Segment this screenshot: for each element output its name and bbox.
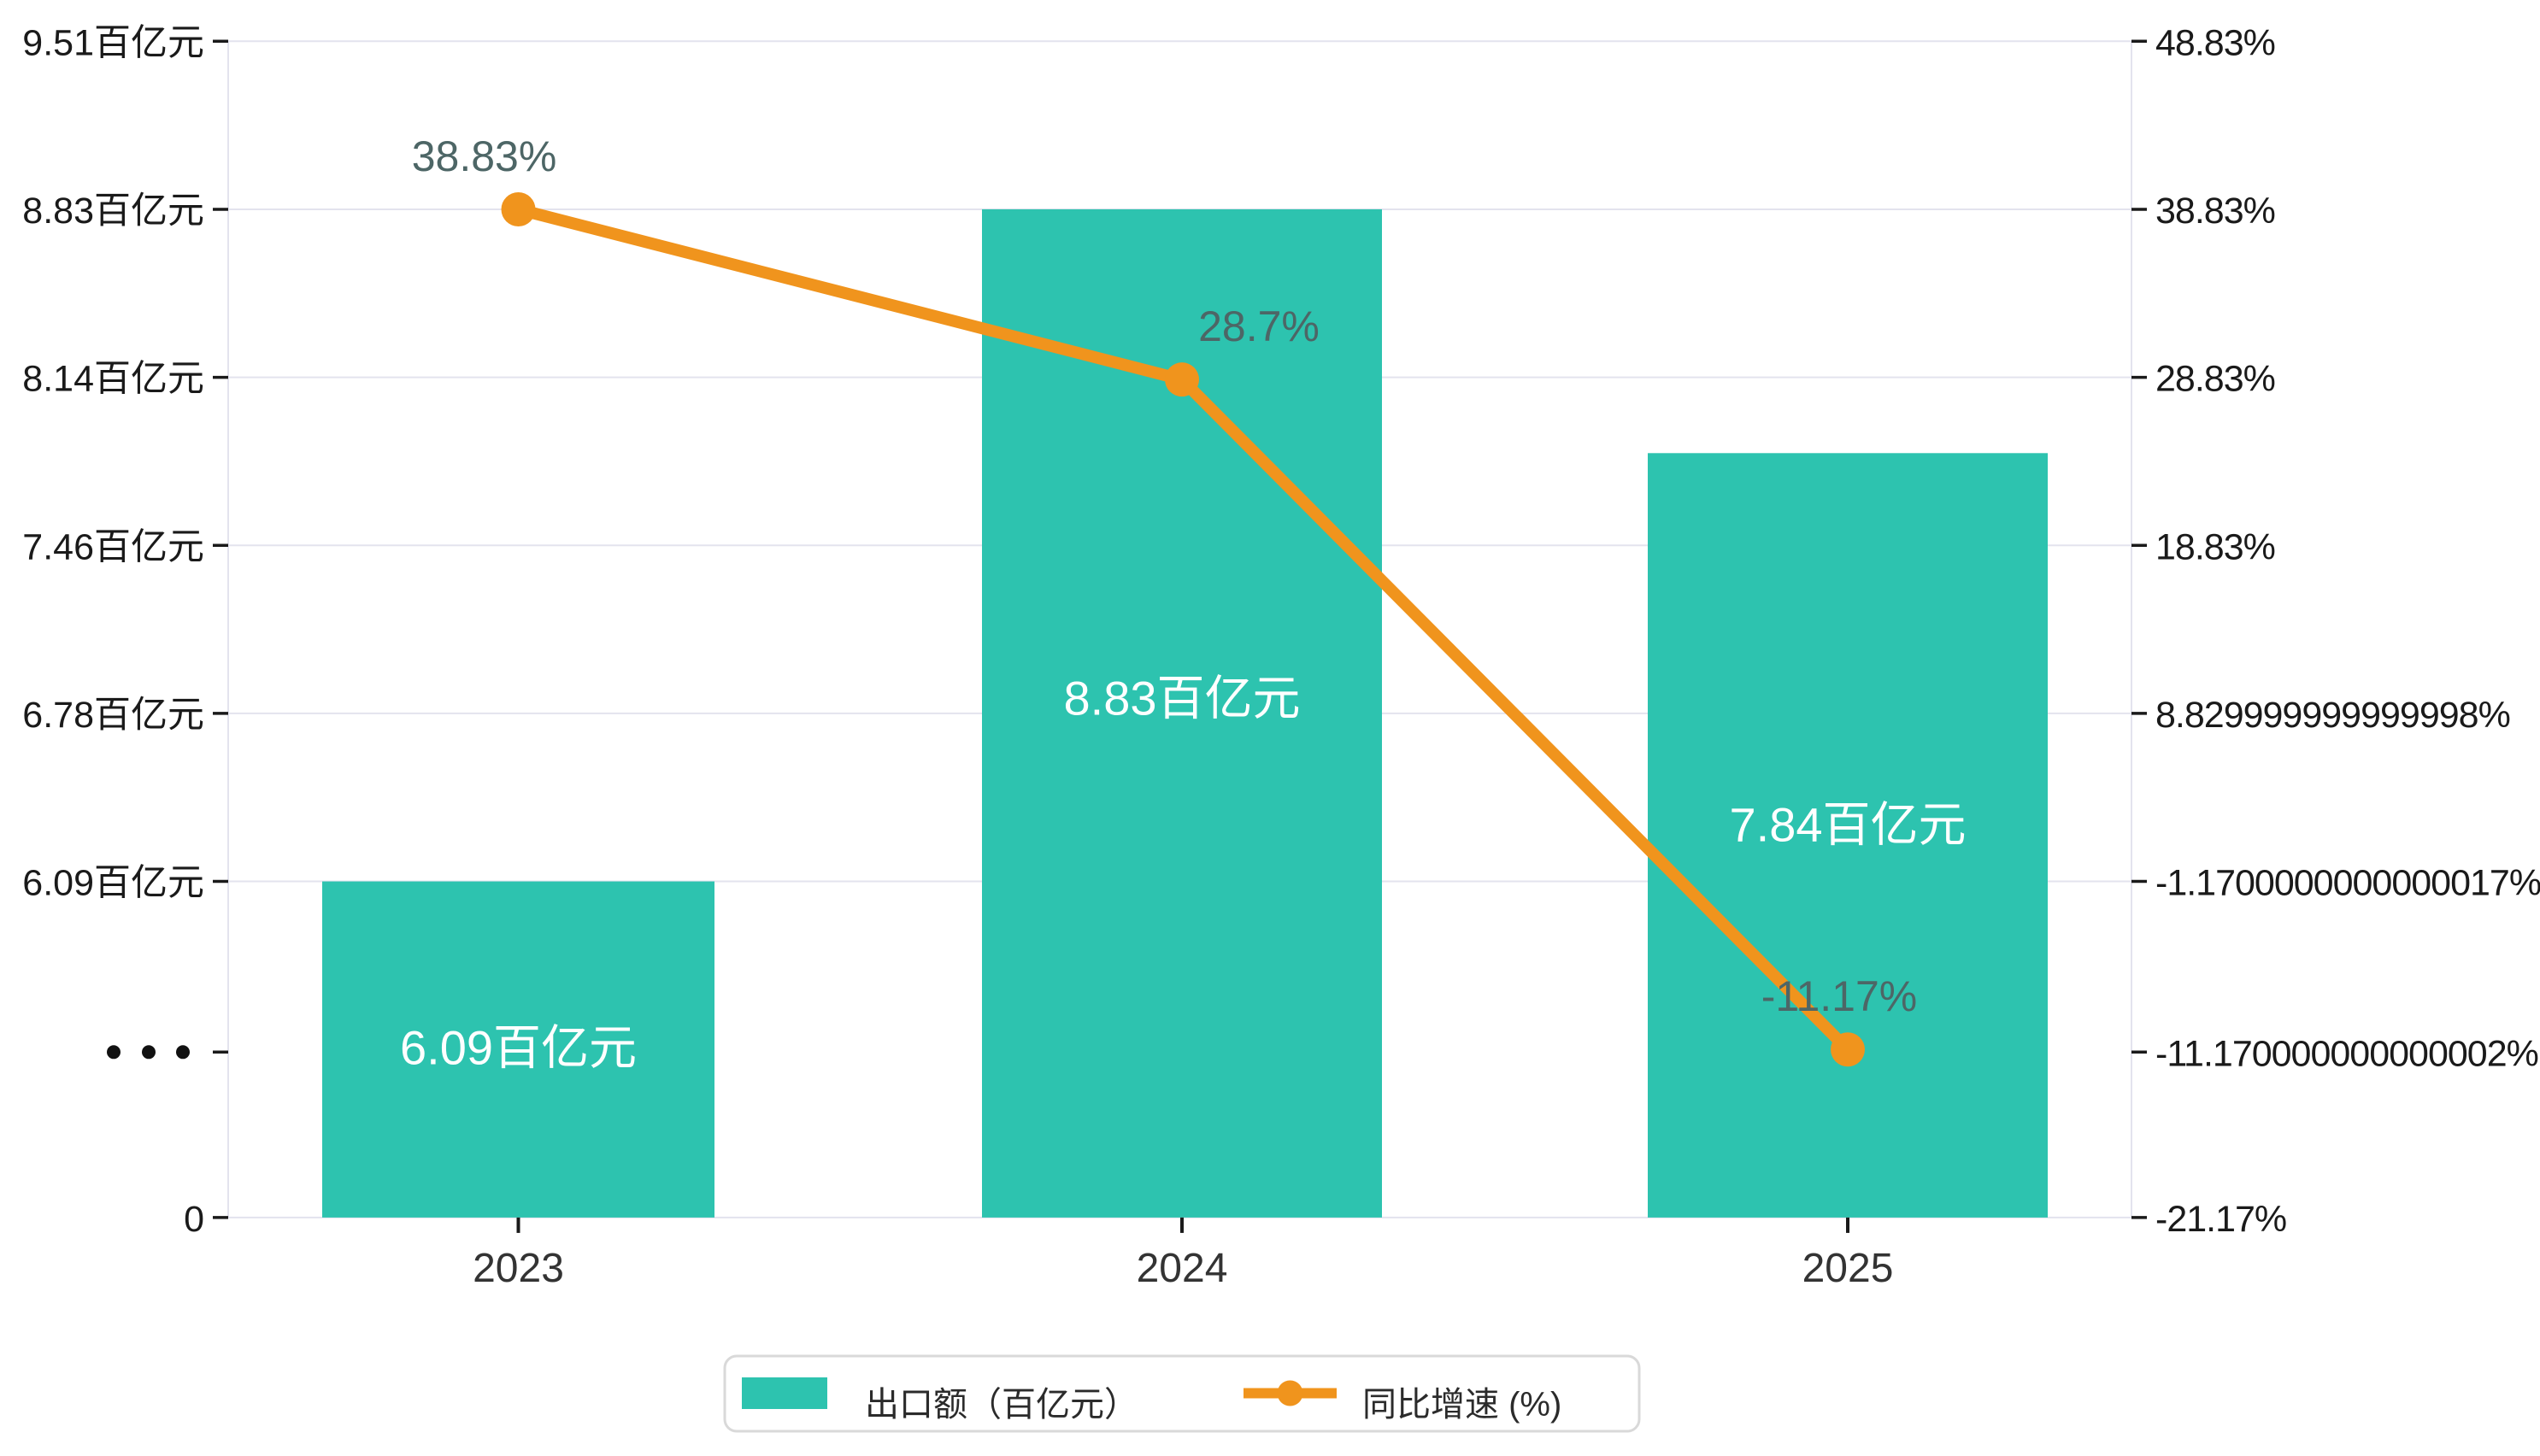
- svg-text:出口额（百亿元）: 出口额（百亿元）: [865, 1386, 1138, 1424]
- svg-text:-11.17%: -11.17%: [1761, 972, 1918, 1020]
- svg-text:28.83%: 28.83%: [2155, 359, 2275, 400]
- svg-text:2025: 2025: [1802, 1246, 1894, 1291]
- svg-text:38.83%: 38.83%: [412, 132, 557, 180]
- svg-text:7.84百亿元: 7.84百亿元: [1730, 798, 1967, 852]
- svg-text:28.7%: 28.7%: [1198, 302, 1320, 350]
- svg-text:同比增速 (%): 同比增速 (%): [1362, 1386, 1561, 1424]
- svg-text:8.83百亿元: 8.83百亿元: [1064, 671, 1301, 725]
- svg-text:0: 0: [184, 1199, 204, 1240]
- svg-text:6.78百亿元: 6.78百亿元: [22, 695, 204, 736]
- svg-text:7.46百亿元: 7.46百亿元: [22, 526, 204, 567]
- svg-text:8.14百亿元: 8.14百亿元: [22, 359, 204, 400]
- svg-text:6.09百亿元: 6.09百亿元: [400, 1020, 637, 1074]
- svg-text:-1.1700000000000017%: -1.1700000000000017%: [2155, 863, 2540, 904]
- svg-text:48.83%: 48.83%: [2155, 22, 2275, 63]
- svg-text:8.83百亿元: 8.83百亿元: [22, 191, 204, 232]
- svg-text:38.83%: 38.83%: [2155, 191, 2275, 232]
- svg-text:2024: 2024: [1137, 1246, 1228, 1291]
- svg-text:18.83%: 18.83%: [2155, 526, 2275, 567]
- svg-text:2023: 2023: [473, 1246, 564, 1291]
- svg-text:-21.17%: -21.17%: [2155, 1199, 2286, 1240]
- svg-text:9.51百亿元: 9.51百亿元: [22, 22, 204, 63]
- svg-text:6.09百亿元: 6.09百亿元: [22, 863, 204, 904]
- svg-text:8.829999999999998%: 8.829999999999998%: [2155, 695, 2510, 736]
- svg-text:-11.170000000000002%: -11.170000000000002%: [2155, 1033, 2538, 1074]
